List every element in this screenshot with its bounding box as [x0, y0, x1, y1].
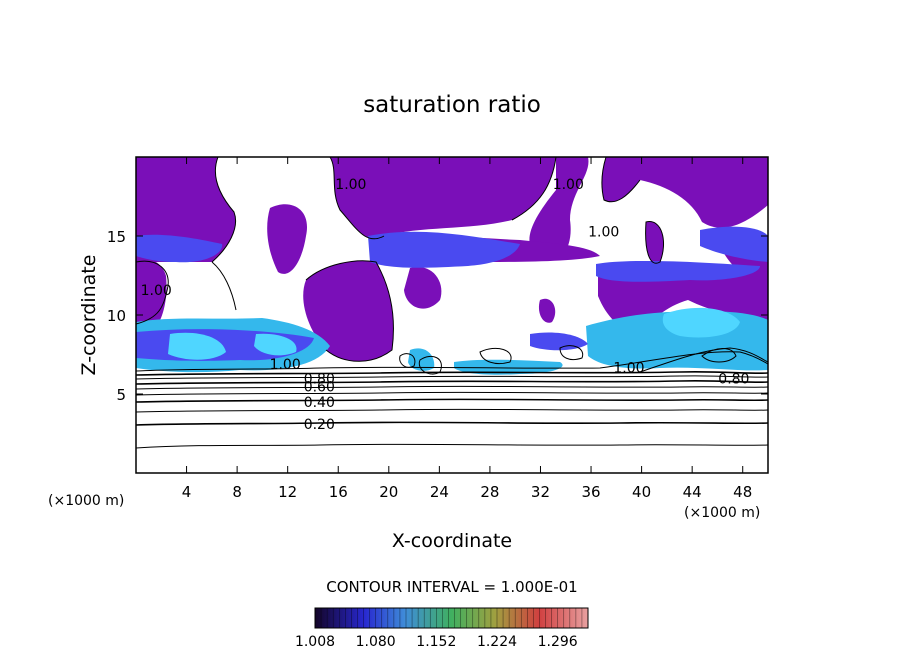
contour-line — [329, 157, 385, 240]
light-blue-patch — [168, 332, 226, 360]
contour-line — [559, 345, 584, 361]
contour-label: 0.60 — [304, 379, 335, 395]
x-tick-label: 8 — [232, 483, 242, 501]
purple-region — [645, 221, 664, 264]
contour-label: 1.00 — [141, 283, 172, 299]
contour-line — [136, 351, 768, 372]
contour-line — [136, 421, 768, 426]
x-axis-label: X-coordinate — [392, 530, 512, 552]
colorbar — [314, 607, 589, 629]
contour-line — [136, 443, 768, 449]
x-tick-label: 12 — [278, 483, 297, 501]
blue-band — [530, 332, 588, 351]
blue-band — [700, 226, 768, 262]
contour-labels: 0.200.400.600.80 0.801.00 1.001.001.001.00… — [141, 177, 750, 433]
chart-title: saturation ratio — [363, 92, 541, 118]
colorbar-label: 1.152 — [416, 634, 456, 650]
contour-label: 1.00 — [335, 177, 366, 193]
contour-line — [136, 398, 768, 403]
blue-band — [596, 260, 760, 282]
contour-label: 1.00 — [613, 360, 644, 376]
y-axis-ticks: 5 10 15 — [107, 228, 768, 404]
purple-region — [136, 259, 167, 324]
x-unit-label-left: (×1000 m) — [48, 493, 124, 509]
contour-label: 1.00 — [553, 177, 584, 193]
y-tick-label: 5 — [116, 386, 126, 404]
contour-line — [601, 157, 641, 203]
colorbar-label: 1.296 — [538, 634, 578, 650]
field-layer — [136, 157, 768, 375]
purple-region — [404, 266, 442, 309]
contour-line — [211, 157, 236, 263]
contour-line — [136, 391, 768, 396]
contour-line — [136, 260, 169, 325]
x-tick-label: 48 — [733, 483, 752, 501]
light-blue-patch — [662, 307, 740, 338]
contour-line — [479, 347, 512, 365]
x-tick-label: 24 — [430, 483, 449, 501]
contour-label: 0.80 — [718, 371, 749, 387]
x-tick-label: 4 — [182, 483, 192, 501]
colorbar-labels: 1.008 1.080 1.152 1.224 1.296 — [295, 634, 578, 650]
y-tick-label: 15 — [107, 228, 126, 246]
x-tick-label: 44 — [683, 483, 702, 501]
contour-interval-label: CONTOUR INTERVAL = 1.000E-01 — [326, 578, 577, 596]
y-axis-label: Z-coordinate — [78, 255, 100, 376]
colorbar-label: 1.224 — [477, 634, 517, 650]
contour-label: 0.80 — [304, 371, 335, 387]
purple-region — [303, 260, 394, 362]
contour-line — [136, 408, 768, 413]
x-tick-label: 28 — [480, 483, 499, 501]
x-tick-label: 40 — [632, 483, 651, 501]
blue-band — [368, 231, 520, 268]
colorbar-label: 1.008 — [295, 634, 335, 650]
contour-line — [136, 385, 768, 390]
purple-region — [601, 157, 768, 228]
contour-line — [211, 261, 237, 311]
x-axis-ticks: 4 8 12 16 20 24 28 32 36 40 44 48 — [182, 157, 752, 501]
x-tick-label: 20 — [379, 483, 398, 501]
contour-label: 0.40 — [304, 395, 335, 411]
contour-line — [645, 221, 664, 264]
purple-region — [330, 157, 556, 239]
x-tick-label: 32 — [531, 483, 550, 501]
contour-line — [136, 380, 768, 385]
x-tick-label: 16 — [329, 483, 348, 501]
contour-line — [136, 375, 768, 380]
purple-region — [267, 204, 308, 274]
contour-line — [639, 347, 768, 373]
contour-line — [701, 348, 737, 363]
contour-label: 1.00 — [588, 224, 619, 240]
contour-label: 0.20 — [304, 417, 335, 433]
contour-line — [305, 260, 394, 362]
purple-region — [529, 157, 589, 261]
light-blue-patch — [254, 333, 297, 356]
colorbar-label: 1.080 — [356, 634, 396, 650]
contour-line — [418, 356, 442, 375]
x-unit-label-right: (×1000 m) — [684, 505, 760, 521]
blue-band — [136, 234, 223, 263]
contour-line — [136, 371, 768, 376]
cyan-layer — [454, 359, 563, 375]
contour-lines — [136, 157, 768, 449]
colorbar-steps — [320, 608, 583, 628]
contour-line — [511, 157, 557, 221]
contour-label: 1.00 — [270, 357, 301, 373]
purple-region — [538, 298, 556, 323]
contour-line — [399, 353, 416, 368]
y-tick-label: 10 — [107, 307, 126, 325]
x-tick-label: 36 — [581, 483, 600, 501]
